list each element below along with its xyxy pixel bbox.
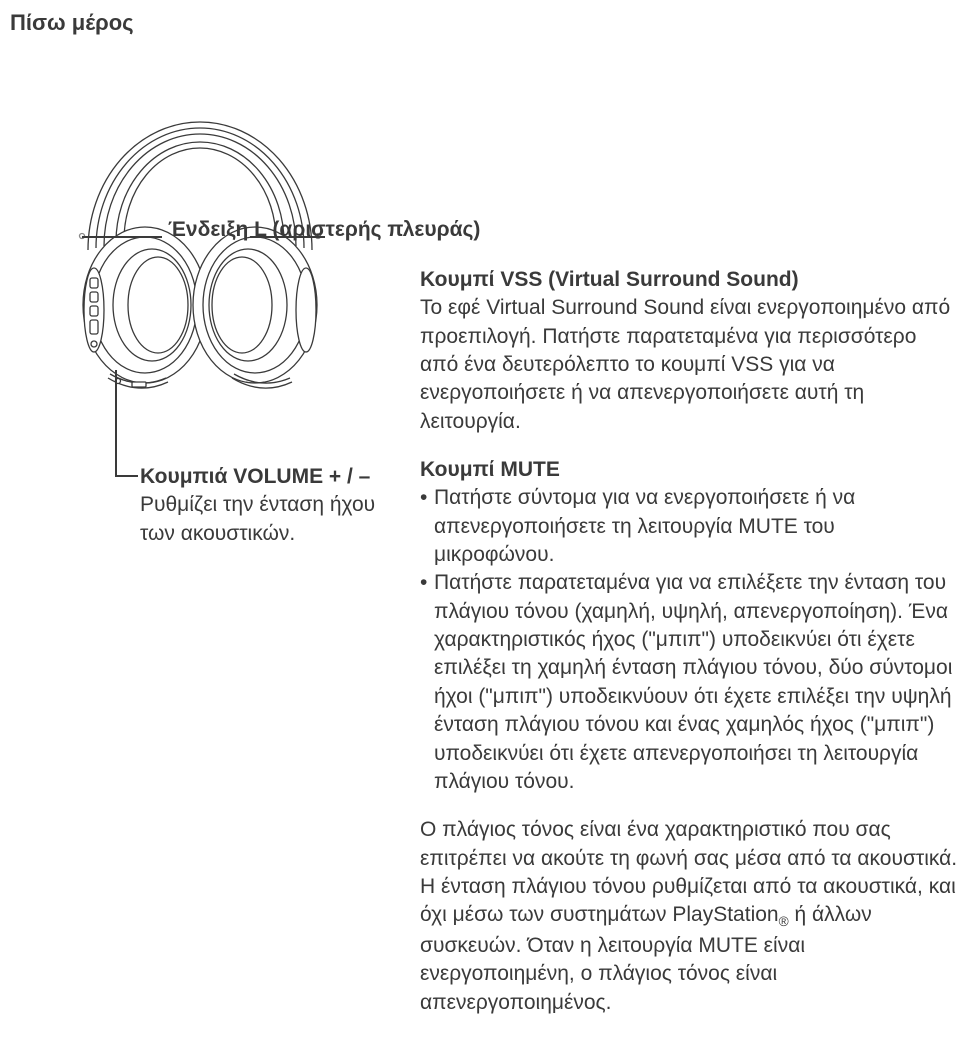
volume-label-desc: Ρυθμίζει την ένταση ήχου των ακουστικών. [140,493,375,544]
sidetone-paragraph: Ο πλάγιος τόνος είναι ένα χαρακτηριστικό… [420,816,960,1017]
leader-line-l-left [82,236,162,238]
registered-mark: ® [779,914,789,929]
right-column: Κουμπί VSS (Virtual Surround Sound) Το ε… [420,266,960,1037]
vss-heading: Κουμπί VSS (Virtual Surround Sound) [420,266,960,294]
leader-line-volume-v [115,370,117,475]
l-indicator-label: Ένδειξη L (αριστερής πλευράς) [168,218,480,242]
vss-body: Το εφέ Virtual Surround Sound είναι ενερ… [420,294,960,436]
leader-line-volume-h [115,475,138,477]
page-title: Πίσω μέρος [10,10,134,36]
mute-bullets: Πατήστε σύντομα για να ενεργοποιήσετε ή … [420,484,960,796]
volume-label-block: Κουμπιά VOLUME + / – Ρυθμίζει την ένταση… [140,463,400,548]
sidetone-pre: Ο πλάγιος τόνος είναι ένα χαρακτηριστικό… [420,818,957,926]
mute-bullet-1: Πατήστε σύντομα για να ενεργοποιήσετε ή … [420,484,960,569]
vss-section: Κουμπί VSS (Virtual Surround Sound) Το ε… [420,266,960,436]
mute-heading: Κουμπί MUTE [420,456,960,484]
leader-line-l-right [250,236,325,238]
volume-label-head: Κουμπιά VOLUME + / – [140,465,370,488]
mute-bullet-2: Πατήστε παρατεταμένα για να επιλέξετε τη… [420,569,960,796]
